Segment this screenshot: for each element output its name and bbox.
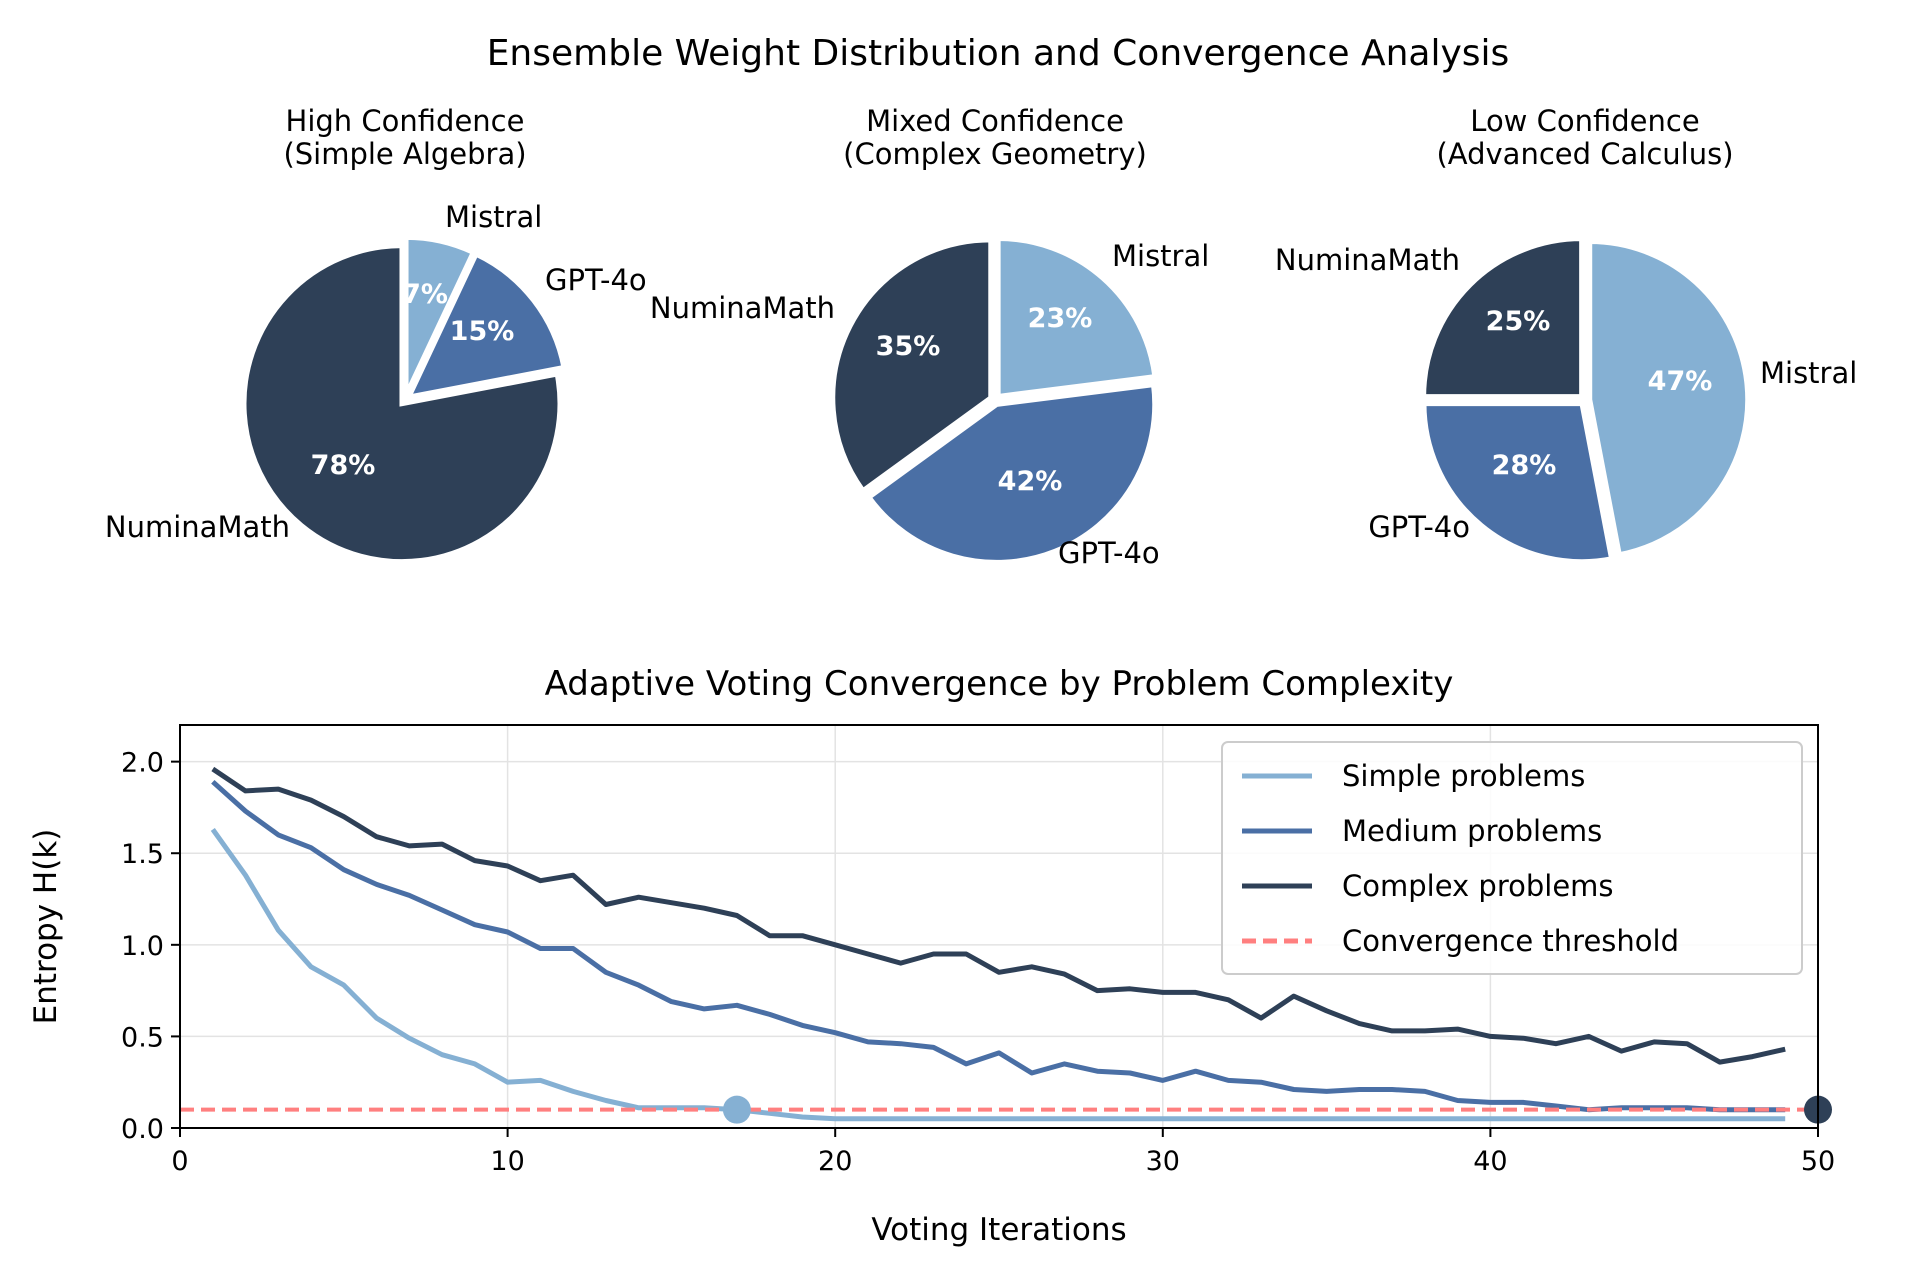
pie-title-line: (Advanced Calculus) <box>1436 137 1733 171</box>
pie-title-line: (Complex Geometry) <box>843 137 1147 171</box>
pie-label: NuminaMath <box>1275 243 1460 277</box>
figure-title: Ensemble Weight Distribution and Converg… <box>487 33 1510 74</box>
convergence-marker <box>722 1095 751 1124</box>
pie-percent-label: 35% <box>876 331 941 362</box>
legend-label: Convergence threshold <box>1342 924 1679 958</box>
pie-label: NuminaMath <box>105 510 290 544</box>
pie-title-line: High Confidence <box>286 104 525 138</box>
pie-title-line: (Simple Algebra) <box>283 137 526 171</box>
x-tick-label: 0 <box>171 1146 188 1177</box>
pie-percent-label: 25% <box>1486 306 1551 337</box>
pie-label: Mistral <box>1112 239 1209 273</box>
legend-label: Simple problems <box>1342 759 1585 793</box>
pie-label: Mistral <box>445 200 542 234</box>
legend-label: Complex problems <box>1342 869 1614 903</box>
pie-label: GPT-4o <box>545 263 647 297</box>
pie-percent-label: 7% <box>402 279 448 310</box>
x-tick-label: 40 <box>1473 1146 1507 1177</box>
pie-slice-numinamath <box>830 237 994 495</box>
pie-chart-3: Low Confidence(Advanced Calculus) Mistral… <box>1275 104 1857 565</box>
legend-label: Medium problems <box>1342 814 1602 848</box>
x-tick-label: 50 <box>1801 1146 1835 1177</box>
pie-slice-mistral <box>1587 239 1751 558</box>
line-chart: Adaptive Voting Convergence by Problem C… <box>28 664 1835 1248</box>
plot-frame <box>179 724 1819 1129</box>
x-tick-label: 20 <box>818 1146 852 1177</box>
pie-slice-gpt-4o <box>865 381 1158 565</box>
y-tick-label: 1.5 <box>121 839 164 870</box>
y-axis-label: Entropy H(k) <box>28 829 64 1025</box>
pie-slice-mistral <box>995 235 1158 400</box>
pie-label: GPT-4o <box>1058 536 1160 570</box>
pie-percent-label: 78% <box>311 450 376 481</box>
pie-label: Mistral <box>1760 356 1857 390</box>
pie-percent-label: 28% <box>1492 450 1557 481</box>
pie-percent-label: 15% <box>450 316 515 347</box>
pie-slice-mistral <box>403 234 477 397</box>
pie-chart-1: High Confidence(Simple Algebra) MistralGP… <box>105 104 647 565</box>
pie-percent-label: 47% <box>1648 366 1713 397</box>
series-line-simple-problems <box>210 827 1786 1122</box>
y-tick-label: 2.0 <box>121 748 164 779</box>
x-tick-label: 10 <box>490 1146 524 1177</box>
y-tick-label: 1.0 <box>121 931 164 962</box>
pie-label: NuminaMath <box>650 291 835 325</box>
pie-percent-label: 42% <box>998 466 1063 497</box>
line-chart-title: Adaptive Voting Convergence by Problem C… <box>545 664 1454 704</box>
x-tick-label: 30 <box>1146 1146 1180 1177</box>
pie-label: GPT-4o <box>1368 510 1470 544</box>
pie-title-line: Mixed Confidence <box>866 104 1124 138</box>
x-axis-label: Voting Iterations <box>871 1212 1126 1248</box>
pie-title-line: Low Confidence <box>1470 104 1699 138</box>
pie-slice-gpt-4o <box>404 250 567 401</box>
y-tick-label: 0.0 <box>121 1114 164 1145</box>
pie-slice-numinamath <box>1421 236 1585 400</box>
series-line-complex-problems <box>211 766 1786 1065</box>
pie-slice-gpt-4o <box>1421 401 1615 565</box>
pie-slice-numinamath <box>241 243 563 565</box>
pie-percent-label: 23% <box>1028 303 1093 334</box>
pie-chart-2: Mixed Confidence(Complex Geometry) Mistra… <box>650 104 1209 570</box>
series-line-medium-problems <box>211 779 1786 1113</box>
pie-charts: High Confidence(Simple Algebra)MistralGP… <box>105 104 1857 570</box>
legend-box <box>1221 741 1803 975</box>
y-tick-label: 0.5 <box>121 1022 164 1053</box>
